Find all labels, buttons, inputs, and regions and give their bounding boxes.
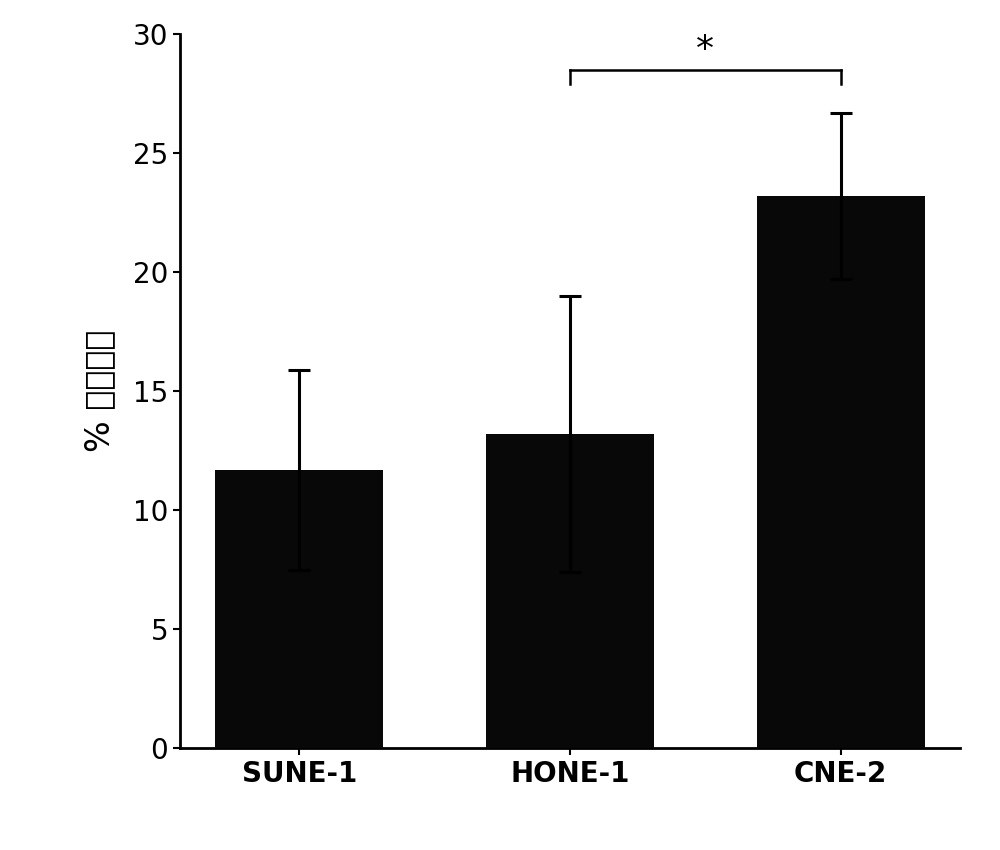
Bar [757, 196, 925, 748]
Y-axis label: % 球形成率: % 球形成率 [83, 330, 116, 452]
Bar [215, 469, 383, 748]
Bar [486, 434, 654, 748]
Text: *: * [696, 33, 714, 67]
